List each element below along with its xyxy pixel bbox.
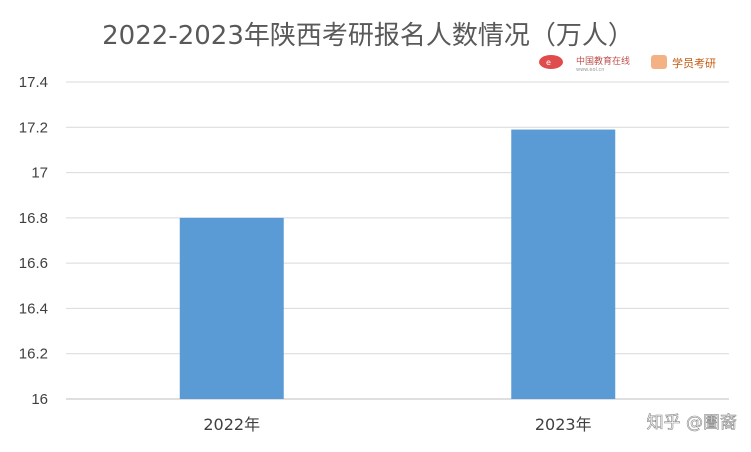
x-category-label: 2023年 xyxy=(535,415,592,434)
chart-title: 2022-2023年陕西考研报名人数情况（万人） xyxy=(102,21,634,51)
y-tick-label: 16.8 xyxy=(19,210,48,227)
y-tick-label: 17 xyxy=(31,165,48,182)
bar xyxy=(511,129,616,400)
bar xyxy=(179,217,284,399)
y-tick-label: 16 xyxy=(31,391,48,408)
y-tick-label: 16.2 xyxy=(19,346,48,363)
y-tick-label: 17.2 xyxy=(19,119,48,136)
zhihu-watermark: 知乎 @圕裔 xyxy=(647,413,737,433)
gridlines xyxy=(66,81,729,400)
y-tick-label: 16.6 xyxy=(19,255,48,272)
xuewang-logo-mark xyxy=(651,55,667,69)
eol-logo-text: 中国教育在线 xyxy=(576,55,630,67)
bars xyxy=(179,129,616,400)
xuewang-kaoyan-logo: 学员考研 xyxy=(651,55,716,70)
xuewang-logo-text: 学员考研 xyxy=(672,56,716,70)
eol-logo: e 中国教育在线 www.eol.cn xyxy=(539,55,630,73)
x-axis-category-labels: 2022年 2023年 xyxy=(203,415,591,434)
x-category-label: 2022年 xyxy=(203,415,260,434)
eol-logo-letters: e xyxy=(546,58,551,67)
y-tick-label: 16.4 xyxy=(19,300,48,317)
eol-logo-url: www.eol.cn xyxy=(576,67,604,73)
eol-logo-mark xyxy=(539,55,563,69)
y-axis-tick-labels: 16 16.2 16.4 16.6 16.8 17 17.2 17.4 xyxy=(19,74,48,408)
y-tick-label: 17.4 xyxy=(19,74,48,91)
